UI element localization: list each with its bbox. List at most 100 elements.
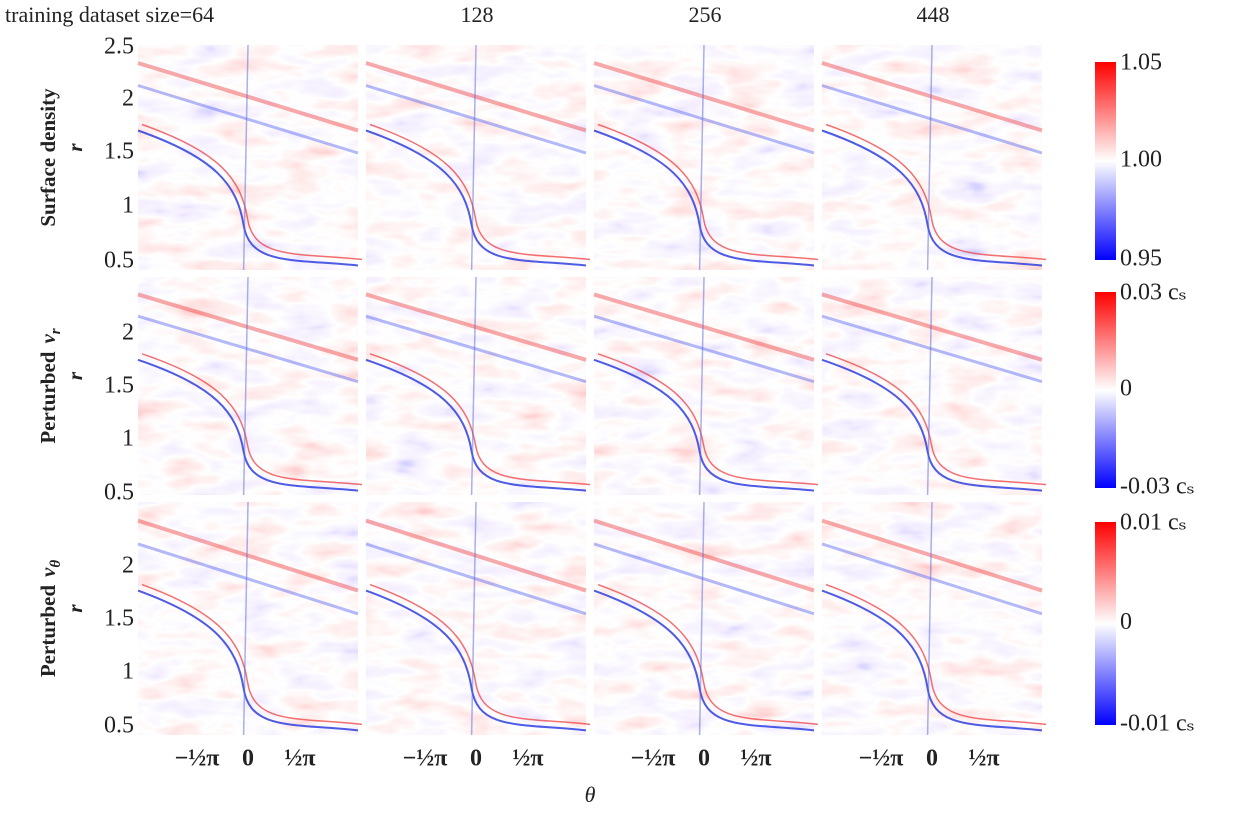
y-tick-label: 1 bbox=[122, 659, 134, 685]
vertical-feature bbox=[926, 501, 933, 736]
wake-band bbox=[821, 314, 1043, 384]
y-tick-label: 0.5 bbox=[104, 713, 134, 739]
colorbar-tick-label: 0 bbox=[1120, 609, 1132, 635]
x-tick-label: −½π bbox=[631, 746, 676, 772]
colorbar-tick-label: 0.01 cₛ bbox=[1120, 510, 1187, 536]
x-tick-label: ½π bbox=[284, 746, 315, 772]
y-axis-label: r bbox=[63, 604, 87, 613]
spiral-arm bbox=[365, 358, 587, 492]
spiral-arm bbox=[593, 589, 815, 732]
vertical-feature bbox=[698, 501, 705, 736]
x-tick-label: 0 bbox=[698, 746, 710, 772]
heatmap-features bbox=[821, 276, 1047, 496]
heatmap-features bbox=[821, 501, 1047, 736]
vertical-feature bbox=[242, 44, 249, 271]
wake-band bbox=[365, 84, 587, 155]
vertical-feature bbox=[242, 501, 249, 736]
wake-band bbox=[365, 314, 587, 384]
wake-band bbox=[365, 292, 587, 362]
column-title: training dataset size=64 bbox=[5, 2, 214, 27]
colorbar bbox=[1095, 522, 1116, 725]
wake-band bbox=[821, 292, 1043, 362]
x-tick-label: ½π bbox=[740, 746, 771, 772]
spiral-arm bbox=[369, 123, 591, 261]
spiral-arm bbox=[365, 129, 587, 267]
spiral-arm bbox=[821, 129, 1043, 267]
wake-band bbox=[137, 292, 359, 362]
spiral-arm bbox=[593, 129, 815, 267]
spiral-arm bbox=[825, 353, 1047, 486]
spiral-arm bbox=[137, 129, 359, 267]
spiral-arm bbox=[593, 358, 815, 492]
wake-band bbox=[821, 518, 1043, 593]
heatmap-features bbox=[137, 44, 363, 271]
spiral-arm bbox=[141, 583, 363, 726]
heatmap-features bbox=[137, 276, 363, 496]
x-tick-label: −½π bbox=[403, 746, 448, 772]
wake-band bbox=[821, 84, 1043, 155]
x-tick-label: 0 bbox=[470, 746, 482, 772]
y-axis-label: r bbox=[63, 371, 87, 380]
wake-band bbox=[137, 314, 359, 384]
y-tick-label: 0.5 bbox=[104, 248, 134, 274]
wake-band bbox=[137, 61, 359, 133]
wake-band bbox=[137, 518, 359, 593]
heatmap-features bbox=[593, 276, 819, 496]
spiral-arm bbox=[825, 583, 1047, 726]
wake-band bbox=[137, 542, 359, 616]
heatmap-features bbox=[593, 44, 819, 271]
vertical-feature bbox=[926, 276, 933, 496]
spiral-arm bbox=[365, 589, 587, 732]
heatmap-features bbox=[365, 276, 591, 496]
y-tick-label: 1.5 bbox=[104, 373, 134, 399]
y-tick-label: 1.5 bbox=[104, 606, 134, 632]
spiral-arm bbox=[597, 583, 819, 726]
vertical-feature bbox=[926, 44, 933, 271]
x-tick-label: 0 bbox=[926, 746, 938, 772]
x-axis-label: θ bbox=[585, 782, 596, 807]
colorbar bbox=[1095, 62, 1116, 260]
x-tick-label: ½π bbox=[968, 746, 999, 772]
heatmap-features bbox=[593, 501, 819, 736]
spiral-arm bbox=[137, 358, 359, 492]
column-title: 448 bbox=[917, 2, 950, 27]
wake-band bbox=[593, 84, 815, 155]
row-label: Surface density bbox=[36, 88, 60, 227]
row-label: Perturbedvr bbox=[36, 328, 64, 443]
colorbar-tick-label: -0.03 cₛ bbox=[1120, 474, 1195, 500]
vertical-feature bbox=[698, 276, 705, 496]
wake-band bbox=[593, 542, 815, 616]
vertical-feature bbox=[470, 501, 477, 736]
heatmap-features bbox=[365, 44, 591, 271]
vertical-feature bbox=[470, 44, 477, 271]
vertical-feature bbox=[470, 276, 477, 496]
wake-band bbox=[821, 61, 1043, 133]
y-tick-label: 2.5 bbox=[104, 34, 134, 60]
colorbar bbox=[1095, 292, 1116, 488]
x-tick-label: ½π bbox=[512, 746, 543, 772]
vertical-feature bbox=[698, 44, 705, 271]
wake-band bbox=[821, 542, 1043, 616]
colorbar-tick-label: 1.05 bbox=[1120, 50, 1162, 76]
y-tick-label: 2 bbox=[122, 320, 134, 346]
spiral-arm bbox=[141, 353, 363, 486]
colorbar-tick-label: 0.95 bbox=[1120, 246, 1162, 272]
heatmap-features bbox=[137, 501, 363, 736]
wake-band bbox=[365, 518, 587, 593]
spiral-arm bbox=[141, 123, 363, 261]
wake-band bbox=[137, 84, 359, 155]
wake-band bbox=[593, 518, 815, 593]
y-tick-label: 0.5 bbox=[104, 480, 134, 506]
wake-band bbox=[593, 314, 815, 384]
colorbar-tick-label: 0 bbox=[1120, 376, 1132, 402]
spiral-arm bbox=[821, 358, 1043, 492]
colorbar-tick-label: 1.00 bbox=[1120, 147, 1162, 173]
spiral-arm bbox=[597, 123, 819, 261]
column-title: 128 bbox=[461, 2, 494, 27]
vertical-feature bbox=[242, 276, 249, 496]
y-tick-label: 2 bbox=[122, 553, 134, 579]
x-tick-label: −½π bbox=[175, 746, 220, 772]
heatmap-features bbox=[365, 501, 591, 736]
row-label: Perturbedvθ bbox=[36, 560, 64, 677]
y-tick-label: 2 bbox=[122, 86, 134, 112]
